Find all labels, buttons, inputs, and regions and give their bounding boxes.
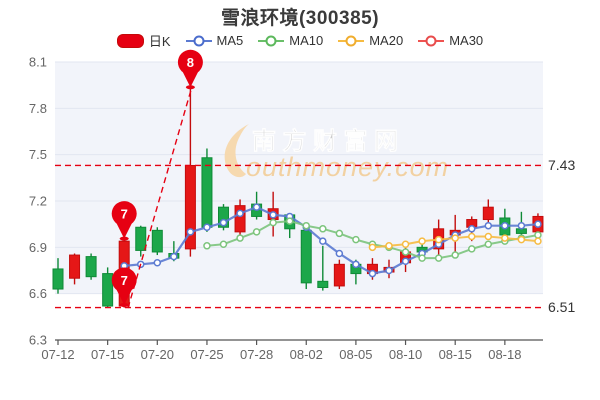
y-axis-label: 8.1 <box>29 55 47 70</box>
candle[interactable] <box>69 253 81 285</box>
candle[interactable] <box>218 204 229 231</box>
candle[interactable] <box>201 148 213 232</box>
legend-label: MA10 <box>289 33 324 48</box>
pin-label: 7 <box>121 206 128 221</box>
legend-label: 日K <box>148 34 171 49</box>
legend-item-ma10[interactable]: MA10 <box>258 33 323 48</box>
watermark-swoosh-icon <box>224 124 249 178</box>
chart-title: 雪浪环境(300385) <box>220 8 380 29</box>
plot-area <box>55 62 543 294</box>
x-axis-label: 08-15 <box>439 347 472 362</box>
x-axis-label: 08-05 <box>339 347 372 362</box>
y-axis-label: 6.3 <box>29 333 47 348</box>
x-axis-label: 08-18 <box>488 347 521 362</box>
trend-dashed-line <box>127 89 192 309</box>
ma-line-swatch-icon <box>185 35 212 46</box>
x-axis-label: 07-28 <box>240 347 273 362</box>
ma-line-swatch-icon <box>258 35 285 46</box>
pin-label: 8 <box>187 55 194 70</box>
candle[interactable] <box>52 258 64 294</box>
x-axis-label: 07-20 <box>141 347 174 362</box>
y-axis-label: 7.8 <box>29 101 47 116</box>
watermark-cn-text: 南方财富网 <box>252 127 405 155</box>
annotation-pin: 7 <box>111 267 137 308</box>
y-axis-label: 7.5 <box>29 147 47 162</box>
axes: 8.1 7.8 7.5 7.2 6.9 6.6 6.307-12 07-15 07-20 07-2… <box>29 55 543 362</box>
reference-lines: 7.43 6.51 <box>55 89 575 315</box>
annotation-pin: 8 <box>177 49 203 90</box>
legend-label: MA30 <box>449 33 484 48</box>
legend-item-ma5[interactable]: MA5 <box>185 33 244 48</box>
legend-item-ma30[interactable]: MA30 <box>418 33 483 48</box>
candle-swatch-icon <box>116 33 144 48</box>
candle[interactable] <box>102 267 114 308</box>
candle[interactable] <box>234 199 246 235</box>
legend-label: MA5 <box>216 33 244 48</box>
legend-item-ma20[interactable]: MA20 <box>338 33 403 48</box>
ma20-line <box>368 232 542 252</box>
reference-price-label: 6.51 <box>548 299 575 315</box>
y-axis-label: 6.9 <box>29 240 47 255</box>
watermark-en-text: outhmoney.com <box>246 152 449 182</box>
candle[interactable] <box>151 227 163 256</box>
x-axis-label: 07-12 <box>41 347 74 362</box>
x-axis-label: 07-25 <box>190 347 223 362</box>
gridlines <box>55 61 543 295</box>
candle[interactable] <box>85 253 97 280</box>
x-axis-label: 07-15 <box>91 347 124 362</box>
candle[interactable] <box>135 225 147 257</box>
pin-label: 7 <box>121 273 128 288</box>
annotation-pin: 7 <box>111 201 137 241</box>
legend-item-日k[interactable]: 日K <box>116 31 171 50</box>
ma-line-swatch-icon <box>418 35 445 46</box>
x-axis-label: 08-02 <box>290 347 323 362</box>
candle[interactable] <box>317 245 329 291</box>
y-axis-label: 6.6 <box>29 286 47 301</box>
candle[interactable] <box>333 259 345 290</box>
ma-line-swatch-icon <box>338 35 365 46</box>
y-axis-label: 7.2 <box>29 194 47 209</box>
candle[interactable] <box>300 228 312 290</box>
reference-price-label: 7.43 <box>548 157 575 173</box>
chart-legend: 日K MA5 MA10 MA20 MA30 <box>0 31 600 50</box>
legend-label: MA20 <box>369 33 404 48</box>
annotation-pins: 8 7 7 <box>111 49 203 308</box>
x-axis-label: 08-10 <box>389 347 422 362</box>
